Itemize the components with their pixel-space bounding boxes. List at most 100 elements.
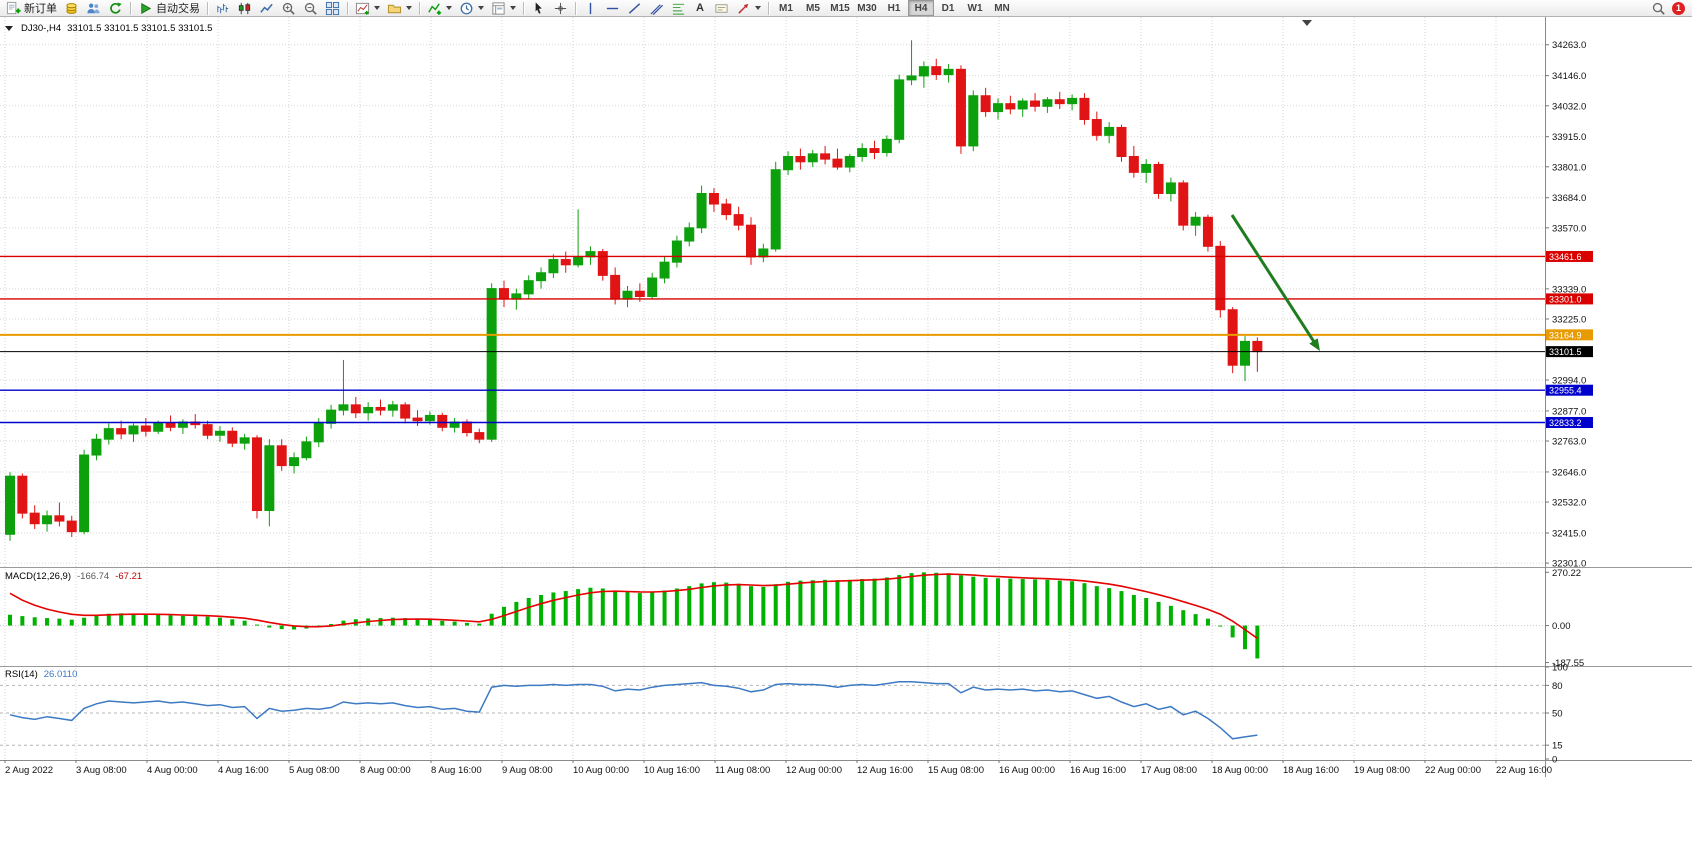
price-axis-label: 33225.0: [1552, 314, 1586, 325]
indicators-button[interactable]: [424, 0, 455, 16]
macd-bar: [798, 580, 803, 626]
price-axis-label: 34146.0: [1552, 71, 1586, 82]
time-axis-label: 17 Aug 08:00: [1141, 765, 1197, 776]
macd-bar: [1008, 578, 1013, 626]
trendline-button[interactable]: [624, 0, 645, 16]
macd-bar: [551, 592, 556, 626]
timeframe-mn-button[interactable]: MN: [989, 0, 1015, 16]
macd-bar: [662, 590, 667, 626]
timeframe-m30-button[interactable]: M30: [854, 0, 880, 16]
macd-bar: [539, 595, 544, 626]
price-tag-label: 33461.6: [1549, 252, 1582, 262]
chart-canvas[interactable]: 34263.0 34146.0 34032.0 33915.0 33801.0 33684…: [0, 17, 1692, 842]
macd-bar: [217, 617, 222, 626]
timeframe-d1-button[interactable]: D1: [935, 0, 961, 16]
tile-windows-button[interactable]: [322, 0, 343, 16]
macd-bar: [576, 589, 581, 626]
search-button[interactable]: [1648, 0, 1669, 16]
macd-bar: [1255, 625, 1260, 659]
market-button[interactable]: [61, 0, 82, 16]
rsi-axis-label: 50: [1552, 709, 1563, 720]
chevron-down-icon: [446, 6, 452, 10]
price-axis-label: 32532.0: [1552, 498, 1586, 509]
macd-bar: [1070, 581, 1075, 626]
macd-bar: [1131, 595, 1136, 626]
toolbar-separator: [575, 1, 576, 15]
price-axis-label: 32646.0: [1552, 467, 1586, 478]
macd-bar: [872, 578, 877, 626]
macd-bar: [1082, 583, 1087, 626]
macd-bar: [1156, 601, 1161, 626]
price-tag: [1546, 250, 1593, 262]
macd-bar: [526, 597, 531, 626]
macd-bar: [897, 575, 902, 626]
macd-bar: [971, 576, 976, 626]
grid-lines: [0, 17, 1545, 759]
time-axis-label: 22 Aug 00:00: [1425, 765, 1481, 776]
fibonacci-icon: [672, 3, 685, 15]
macd-bar: [674, 588, 679, 626]
price-tags: 33461.6 33301.0 33164.9 33101.5 32955.4 32833…: [1546, 250, 1593, 428]
chart-area: 34263.0 34146.0 34032.0 33915.0 33801.0 33684…: [0, 17, 1692, 842]
macd-bar: [786, 581, 791, 626]
price-tag: [1546, 346, 1593, 358]
auto-trading-button[interactable]: 自动交易: [135, 0, 203, 16]
template-icon: [492, 1, 505, 15]
timeframe-w1-button[interactable]: W1: [962, 0, 988, 16]
price-axis-label: 34263.0: [1552, 40, 1586, 51]
price-axis[interactable]: 34263.0 34146.0 34032.0 33915.0 33801.0 33684…: [1545, 40, 1586, 766]
label-tool-button[interactable]: [711, 0, 732, 16]
profiles-button[interactable]: [384, 0, 415, 16]
price-axis-label: 32763.0: [1552, 437, 1586, 448]
chevron-down-icon: [755, 6, 761, 10]
time-axis-label: 11 Aug 08:00: [715, 765, 770, 776]
channel-icon: [650, 3, 664, 15]
line-chart-button[interactable]: [256, 0, 277, 16]
candlestick-chart-button[interactable]: [234, 0, 255, 16]
templates-button[interactable]: [488, 0, 519, 16]
horizontal-line-button[interactable]: [602, 0, 623, 16]
vertical-line-button[interactable]: [580, 0, 601, 16]
zoom-in-button[interactable]: [278, 0, 299, 16]
channel-button[interactable]: [646, 0, 667, 16]
macd-bar: [440, 620, 445, 626]
price-axis-label: 33684.0: [1552, 193, 1586, 204]
macd-bar: [452, 621, 457, 626]
timeframe-h1-button[interactable]: H1: [881, 0, 907, 16]
timeframe-m1-button[interactable]: M1: [773, 0, 799, 16]
macd-bar: [32, 617, 37, 626]
zoom-out-button[interactable]: [300, 0, 321, 16]
toolbar-separator: [130, 1, 131, 15]
new-order-button[interactable]: 新订单: [3, 0, 60, 16]
people-icon: [87, 3, 100, 13]
time-axis[interactable]: 2 Aug 2022 3 Aug 08:00 4 Aug 00:00 4 Aug 16…: [4, 760, 1552, 776]
timeframe-m5-button[interactable]: M5: [800, 0, 826, 16]
auto-trading-label: 自动交易: [156, 3, 200, 15]
macd-bar: [687, 586, 692, 626]
macd-bar: [341, 620, 346, 626]
fibonacci-button[interactable]: [668, 0, 689, 16]
chevron-down-icon: [406, 6, 412, 10]
macd-bar: [823, 579, 828, 626]
macd-bar: [292, 625, 297, 630]
bar-chart-icon: [217, 3, 229, 13]
crosshair-button[interactable]: [550, 0, 571, 16]
timeframe-m15-button[interactable]: M15: [827, 0, 853, 16]
timeframe-h4-button[interactable]: H4: [908, 0, 934, 16]
bar-chart-button[interactable]: [212, 0, 233, 16]
macd-bar: [69, 619, 74, 626]
macd-bar: [884, 577, 889, 626]
new-chart-button[interactable]: [352, 0, 383, 16]
periods-button[interactable]: [456, 0, 487, 16]
label-icon: [715, 3, 728, 13]
notification-badge[interactable]: 1: [1672, 1, 1685, 15]
chart-shift-marker[interactable]: [1302, 20, 1312, 26]
line-chart-icon: [260, 3, 273, 13]
cursor-button[interactable]: [528, 0, 549, 16]
shapes-button[interactable]: [733, 0, 764, 16]
arrow-annotation[interactable]: [1230, 214, 1320, 351]
text-tool-button[interactable]: A: [690, 0, 710, 16]
community-button[interactable]: [83, 0, 104, 16]
refresh-button[interactable]: [105, 0, 126, 16]
panel-frames: [0, 17, 1692, 777]
